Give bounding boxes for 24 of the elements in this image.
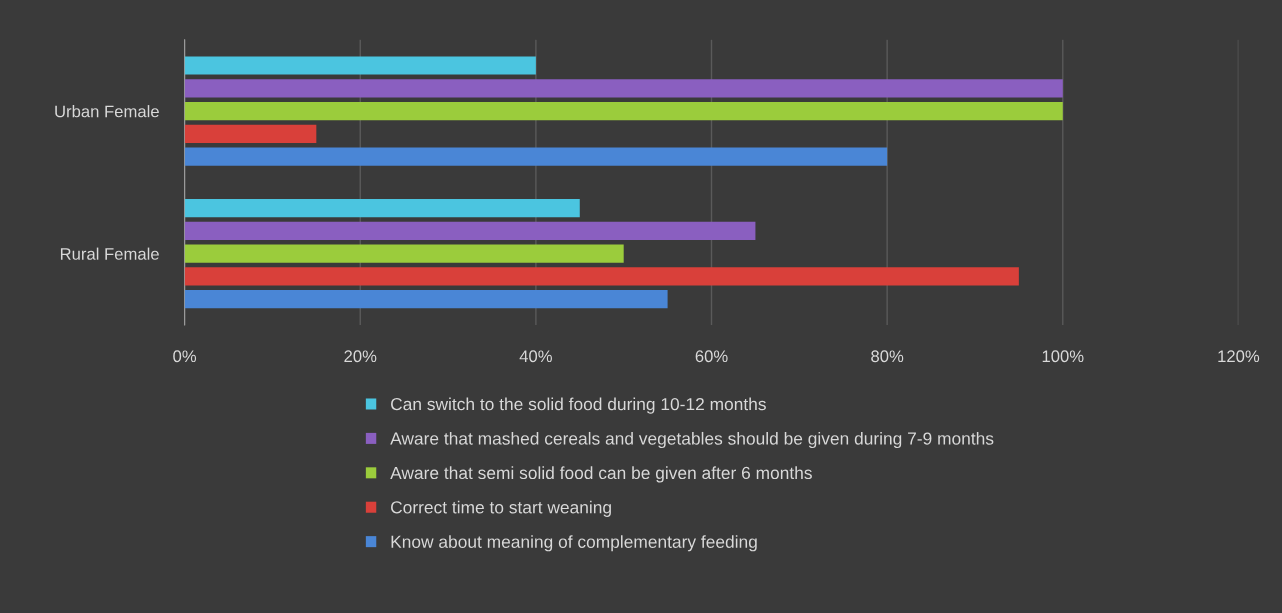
x-tick-label: 120% [1218, 350, 1260, 363]
legend-label: Correct time to start weaning [391, 500, 611, 517]
bar [184, 101, 1063, 121]
bar [184, 198, 580, 218]
y-tick-label: Urban Female [55, 105, 159, 118]
legend-label: Aware that mashed cereals and vegetables should be given during 7-9 months [390, 431, 994, 449]
y-tick-label: Rural Female [60, 247, 159, 260]
x-tick-label: 60% [695, 350, 728, 363]
bar [184, 290, 668, 309]
bar [184, 79, 1063, 98]
x-tick-label: 80% [871, 350, 904, 363]
bar [184, 56, 536, 75]
legend-label: Aware that semi solid food can be given after 6 months [390, 466, 812, 483]
bar [184, 221, 756, 240]
x-tick-label: 0% [173, 350, 197, 363]
legend-label: Can switch to the solid food during 10-12 months [391, 397, 766, 414]
bar [184, 124, 317, 144]
bar [184, 267, 1019, 286]
x-tick-label: 40% [519, 350, 552, 363]
bar [184, 147, 888, 166]
bar [184, 244, 624, 263]
x-tick-label: 100% [1042, 350, 1084, 363]
x-tick-label: 20% [344, 350, 377, 363]
legend-label: Know about meaning of complementary feeding [391, 535, 757, 552]
